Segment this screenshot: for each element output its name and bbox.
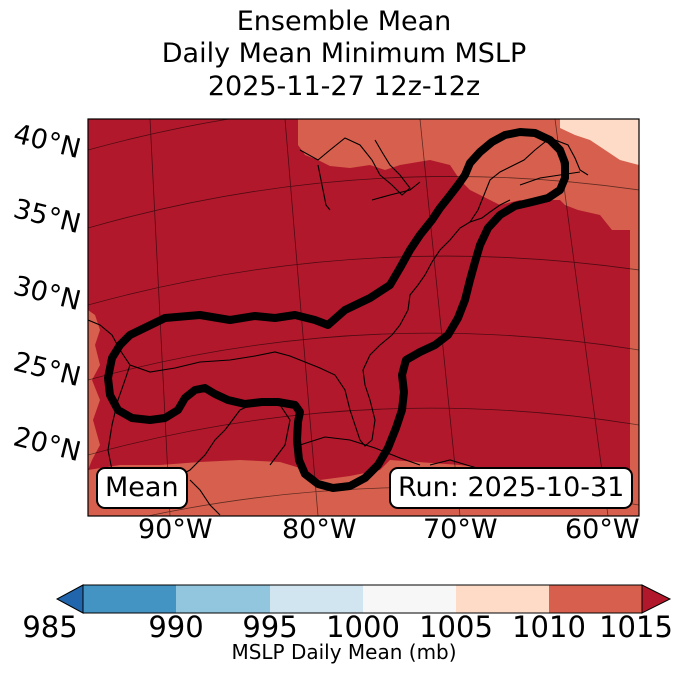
graticule-lat-25: [88, 332, 639, 381]
colorbar-tick-1005: 1005: [419, 610, 493, 644]
colorbar-bin-990-995: [176, 585, 270, 613]
coastline-nova-scotia: [519, 171, 581, 186]
lon-label-90: 90°W: [138, 514, 213, 545]
colorbar-tick-1010: 1010: [512, 610, 586, 644]
run-date-box: Run: 2025-10-31: [389, 467, 634, 509]
graticule-lat-40: [88, 119, 232, 151]
coastline-cuba: [299, 436, 421, 466]
colorbar-bin-1010-1015: [549, 585, 642, 613]
coastline-lake-erie: [371, 181, 421, 201]
colorbar-tick-995: 995: [242, 610, 298, 644]
coastline-lake-michigan: [317, 164, 331, 211]
coastline-gulf: [88, 199, 511, 447]
coastline-northeast: [469, 139, 589, 223]
mslp-1005-contour: [104, 128, 569, 492]
map-frame: [87, 118, 640, 517]
mean-label-box: Mean: [96, 467, 188, 509]
colorbar-bin-985-990: [83, 585, 176, 613]
colorbar: [55, 584, 672, 614]
colorbar-bin-1005-1010: [456, 585, 549, 613]
title-line-1: Ensemble Mean: [236, 6, 452, 37]
colorbar-tick-1000: 1000: [326, 610, 400, 644]
mslp-field-1010-west: [88, 310, 100, 470]
colorbar-extend-high: [641, 584, 672, 614]
colorbar-tick-990: 990: [148, 610, 204, 644]
colorbar-bin-1000-1005: [363, 585, 456, 613]
mslp-field-1005-northeast: [560, 119, 639, 165]
colorbar-bin-995-1000: [270, 585, 363, 613]
mslp-field-1010-north: [298, 119, 639, 500]
graticule-lon-70: [419, 119, 461, 516]
lon-label-70: 70°W: [423, 514, 498, 545]
colorbar-tick-985: 985: [22, 610, 78, 644]
lon-label-60: 60°W: [565, 514, 640, 545]
title-line-2: Daily Mean Minimum MSLP: [161, 38, 527, 69]
colorbar-extend-low: [55, 584, 84, 614]
title-line-3: 2025-11-27 12z-12z: [207, 71, 481, 102]
coastline-great-lakes: [299, 137, 411, 196]
graticule-lat-30: [88, 255, 639, 306]
colorbar-frame: [82, 584, 643, 614]
colorbar-tick-1015: 1015: [599, 610, 673, 644]
graticule-lat-20: [88, 407, 639, 456]
colorbar-label: MSLP Daily Mean (mb): [231, 640, 457, 664]
lon-label-80: 80°W: [282, 514, 357, 545]
coastline-central-america: [189, 479, 221, 516]
